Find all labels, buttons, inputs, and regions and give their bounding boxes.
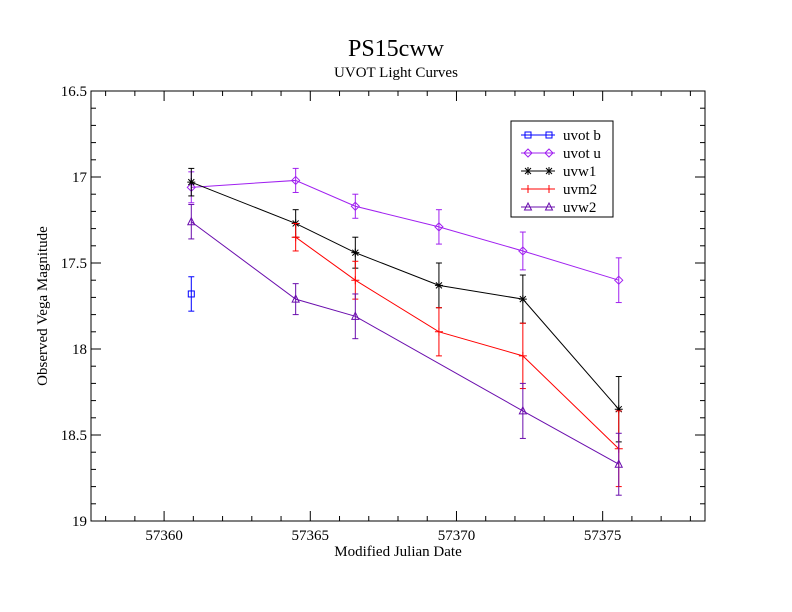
series-line-uvw2 <box>190 221 619 465</box>
x-tick-label: 57360 <box>145 528 183 544</box>
legend-marker-uvw2 <box>523 201 533 211</box>
legend-label-uvw1: uvw1 <box>563 164 596 180</box>
legend-marker-uvot-u <box>544 148 554 158</box>
data-point-uvw1 <box>614 405 623 414</box>
data-point-uvot-u <box>518 246 528 256</box>
x-tick-label: 57365 <box>292 528 330 544</box>
series-uvot-b <box>187 276 195 312</box>
axis-ticks: 57360 57365 57370 57375 16.5 17 17.5 18 18.5 19 <box>61 84 705 544</box>
data-point-uvot-u <box>290 175 301 186</box>
y-tick-label: 16.5 <box>61 84 87 100</box>
legend-marker-uvm2 <box>545 185 553 193</box>
data-point-uvot-u <box>434 222 444 232</box>
y-tick-label: 17 <box>72 170 88 186</box>
legend: uvot b uvot u uvw1 uvm2 uvw2 <box>510 120 614 218</box>
series-line-uvw1 <box>191 181 620 410</box>
y-tick-label: 19 <box>72 514 87 530</box>
data-point-uvot-b <box>187 290 195 298</box>
legend-marker-uvot-u <box>523 148 533 158</box>
legend-item-uvot-u: uvot u <box>521 146 601 162</box>
data-point-uvw1 <box>434 281 443 290</box>
chart-title: PS15cww <box>348 36 445 62</box>
legend-label-uvot-b: uvot b <box>563 128 601 144</box>
series-uvw2 <box>186 204 624 496</box>
data-point-uvw1 <box>351 248 360 257</box>
series-uvot-u <box>186 167 624 304</box>
legend-item-uvm2: uvm2 <box>521 182 597 198</box>
y-axis-label: Observed Vega Magnitude <box>35 226 51 386</box>
data-point-uvw1 <box>518 295 527 304</box>
y-tick-label: 17.5 <box>61 256 87 272</box>
data-point-uvot-u <box>350 201 361 211</box>
y-tick-label: 18 <box>72 342 87 358</box>
legend-marker-uvot-b <box>545 131 553 139</box>
data-point-uvm2 <box>351 276 360 285</box>
series-line-uvot-u <box>191 179 619 281</box>
chart-subtitle: UVOT Light Curves <box>334 65 458 81</box>
series-layer <box>186 167 624 496</box>
x-tick-label: 57375 <box>584 528 622 544</box>
series-line-uvm2 <box>295 236 620 450</box>
series-uvm2 <box>291 222 623 488</box>
legend-item-uvw1: uvw1 <box>521 164 596 180</box>
x-tick-label: 57370 <box>438 528 476 544</box>
data-point-uvw2 <box>186 216 196 226</box>
legend-label-uvm2: uvm2 <box>563 182 597 198</box>
legend-marker-uvw1 <box>524 167 532 175</box>
legend-label-uvw2: uvw2 <box>563 200 596 216</box>
legend-label-uvot-u: uvot u <box>563 146 601 162</box>
legend-item-uvw2: uvw2 <box>521 200 596 216</box>
data-point-uvm2 <box>518 351 527 360</box>
legend-marker-uvm2 <box>524 185 532 193</box>
legend-marker-uvw2 <box>544 201 554 211</box>
legend-marker-uvot-b <box>524 131 532 139</box>
data-point-uvw1 <box>187 178 196 187</box>
data-point-uvm2 <box>291 233 300 242</box>
data-point-uvm2 <box>434 327 443 336</box>
x-axis-label: Modified Julian Date <box>334 544 462 560</box>
data-point-uvot-u <box>614 275 624 285</box>
legend-marker-uvw1 <box>545 167 553 175</box>
data-point-uvw2 <box>614 459 624 468</box>
data-point-uvw2 <box>291 294 300 303</box>
data-point-uvw2 <box>518 405 528 415</box>
legend-item-uvot-b: uvot b <box>521 128 601 144</box>
data-point-uvw2 <box>351 311 360 320</box>
y-tick-label: 18.5 <box>61 428 87 444</box>
